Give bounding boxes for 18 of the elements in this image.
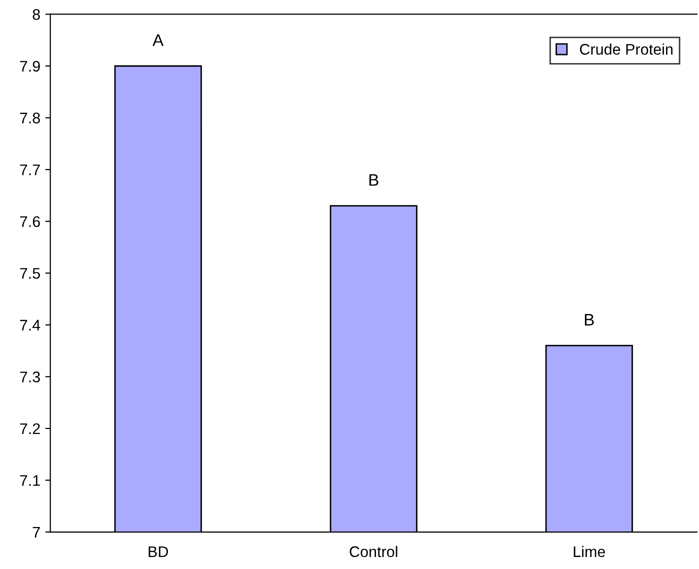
y-tick-label: 7.6 bbox=[20, 216, 40, 228]
x-tick-label: BD bbox=[148, 546, 168, 557]
y-tick-label: 7 bbox=[32, 527, 40, 538]
y-tick-label: 7.7 bbox=[20, 164, 40, 176]
y-tick-label: 7.2 bbox=[20, 423, 40, 434]
y-tick-label: 7.8 bbox=[20, 112, 40, 124]
y-tick-label: 7.9 bbox=[20, 60, 40, 72]
y-tick-label: 7.3 bbox=[20, 372, 40, 382]
y-tick-label: 7.5 bbox=[20, 268, 40, 279]
y-tick-label: 7.1 bbox=[20, 475, 40, 486]
y-tick-label: 8 bbox=[32, 9, 40, 20]
legend-label: Crude Protein bbox=[580, 44, 672, 55]
x-tick-label: Lime bbox=[574, 546, 606, 558]
y-tick-label: 7.4 bbox=[20, 320, 40, 330]
annotation: B bbox=[584, 314, 594, 326]
x-tick-label: Control bbox=[350, 546, 398, 558]
annotation: B bbox=[369, 174, 378, 186]
annotation: A bbox=[152, 34, 164, 46]
